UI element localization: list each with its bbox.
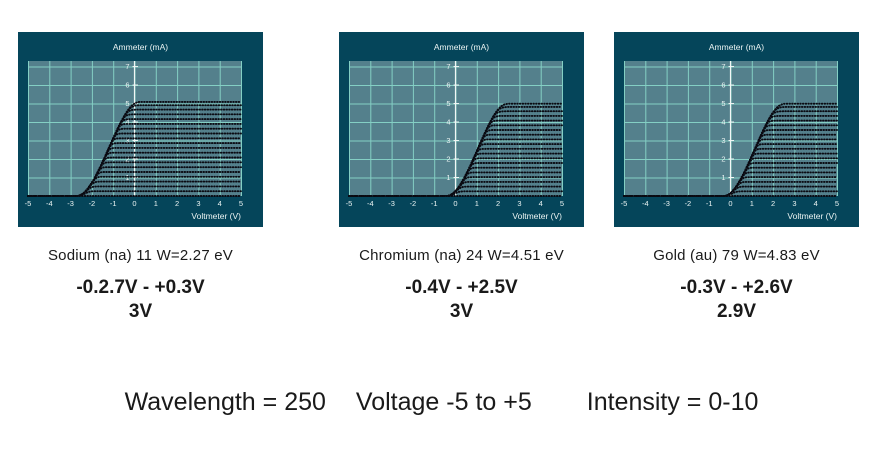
y-tick-label: 2 <box>721 155 725 164</box>
x-tick-label: 3 <box>792 199 796 208</box>
metal-column-gold: 1 2 3 4 5 6 7 -5 -4 -3 -2 -1 0 1 2 3 4 5 Ammeter (mA) Voltm… <box>614 32 859 323</box>
x-tick-label: -1 <box>431 199 438 208</box>
voltage-span-label: 3V <box>128 301 153 322</box>
x-tick-label: 2 <box>496 199 500 208</box>
x-tick-label: 2 <box>771 199 775 208</box>
metal-label: Gold (au) 79 W=4.83 eV <box>653 247 820 264</box>
x-tick-label: 3 <box>196 199 200 208</box>
y-tick-label: 3 <box>721 136 725 145</box>
iv-curve <box>348 102 563 197</box>
x-tick-label: -4 <box>642 199 649 208</box>
x-tick-label: 4 <box>814 199 818 208</box>
x-tick-label: -2 <box>410 199 417 208</box>
y-tick-label: 5 <box>721 99 725 108</box>
y-tick-label: 6 <box>125 81 129 90</box>
x-tick-label: -4 <box>46 199 53 208</box>
x-axis-title-voltmeter: Voltmeter (V) <box>191 211 241 221</box>
y-tick-label: 7 <box>721 62 725 71</box>
x-tick-label: 1 <box>750 199 754 208</box>
chart-title-ammeter: Ammeter (mA) <box>434 42 489 52</box>
x-tick-label: 5 <box>560 199 564 208</box>
iv-curves <box>348 102 563 197</box>
chart-title-ammeter: Ammeter (mA) <box>113 42 168 52</box>
x-tick-label: 3 <box>517 199 521 208</box>
x-tick-label: 1 <box>154 199 158 208</box>
x-tick-label: 1 <box>475 199 479 208</box>
iv-chart-chromium: 1 2 3 4 5 6 7 -5 -4 -3 -2 -1 0 1 2 3 4 5 Ammeter (mA) Voltm… <box>339 32 584 227</box>
metal-column-chromium: 1 2 3 4 5 6 7 -5 -4 -3 -2 -1 0 1 2 3 4 5 Ammeter (mA) Voltm… <box>339 32 584 323</box>
iv-curves <box>27 100 242 197</box>
y-tick-label: 5 <box>125 99 129 108</box>
iv-chart-svg: 1 2 3 4 5 6 7 -5 -4 -3 -2 -1 0 1 2 3 4 5 Ammeter (mA) Voltm… <box>25 42 243 221</box>
x-axis-labels: -5 -4 -3 -2 -1 0 1 2 3 4 5 <box>346 199 564 208</box>
iv-curves <box>623 102 838 197</box>
x-tick-label: 0 <box>728 199 732 208</box>
y-tick-label: 1 <box>721 173 725 182</box>
y-tick-label: 6 <box>721 81 725 90</box>
voltage-range-label: -0.2.7V - +0.3V <box>76 277 205 298</box>
metal-column-sodium: 1 2 3 4 5 6 7 -5 -4 -3 -2 -1 0 1 2 3 4 5 Ammeter (mA) Voltm… <box>18 32 263 323</box>
x-axis-title-voltmeter: Voltmeter (V) <box>512 211 562 221</box>
x-tick-label: -1 <box>706 199 713 208</box>
wavelength-setting: Wavelength = 250 <box>124 388 326 416</box>
voltage-range-label: -0.4V - +2.5V <box>405 277 518 298</box>
x-tick-label: -5 <box>25 199 32 208</box>
y-tick-label: 1 <box>446 173 450 182</box>
x-tick-label: -2 <box>89 199 96 208</box>
x-tick-label: 5 <box>835 199 839 208</box>
iv-chart-sodium: 1 2 3 4 5 6 7 -5 -4 -3 -2 -1 0 1 2 3 4 5 Ammeter (mA) Voltm… <box>18 32 263 227</box>
x-tick-label: -4 <box>367 199 374 208</box>
iv-chart-svg: 1 2 3 4 5 6 7 -5 -4 -3 -2 -1 0 1 2 3 4 5 Ammeter (mA) Voltm… <box>621 42 839 221</box>
y-tick-label: 4 <box>446 118 450 127</box>
x-axis-labels: -5 -4 -3 -2 -1 0 1 2 3 4 5 <box>621 199 839 208</box>
iv-chart-gold: 1 2 3 4 5 6 7 -5 -4 -3 -2 -1 0 1 2 3 4 5 Ammeter (mA) Voltm… <box>614 32 859 227</box>
y-tick-label: 7 <box>446 62 450 71</box>
iv-chart-svg: 1 2 3 4 5 6 7 -5 -4 -3 -2 -1 0 1 2 3 4 5 Ammeter (mA) Voltm… <box>346 42 564 221</box>
voltage-span-label: 2.9V <box>716 301 757 322</box>
y-tick-label: 2 <box>125 155 129 164</box>
y-tick-label: 3 <box>125 136 129 145</box>
y-tick-label: 6 <box>446 81 450 90</box>
voltage-span-label: 3V <box>449 301 474 322</box>
y-tick-label: 4 <box>721 118 725 127</box>
y-tick-label: 1 <box>125 173 129 182</box>
x-tick-label: 0 <box>132 199 136 208</box>
x-tick-label: 0 <box>453 199 457 208</box>
y-tick-label: 4 <box>125 118 129 127</box>
x-tick-label: 5 <box>239 199 243 208</box>
iv-curve <box>27 100 242 197</box>
metal-label: Sodium (na) 11 W=2.27 eV <box>47 247 234 264</box>
y-tick-label: 5 <box>446 99 450 108</box>
x-tick-label: -3 <box>388 199 395 208</box>
x-axis-labels: -5 -4 -3 -2 -1 0 1 2 3 4 5 <box>25 199 243 208</box>
x-tick-label: 4 <box>539 199 543 208</box>
voltage-range-label: -0.3V - +2.6V <box>680 277 793 298</box>
y-tick-label: 7 <box>125 62 129 71</box>
chart-title-ammeter: Ammeter (mA) <box>709 42 764 52</box>
voltage-setting: Voltage -5 to +5 <box>355 388 532 416</box>
y-axis: 1 2 3 4 5 6 7 <box>721 61 734 196</box>
y-tick-label: 2 <box>446 155 450 164</box>
x-tick-label: -3 <box>663 199 670 208</box>
iv-curve <box>623 102 838 197</box>
x-tick-label: -5 <box>621 199 628 208</box>
metal-label: Chromium (na) 24 W=4.51 eV <box>359 247 564 264</box>
x-axis-title-voltmeter: Voltmeter (V) <box>787 211 837 221</box>
intensity-setting: Intensity = 0-10 <box>586 388 759 416</box>
x-tick-label: 2 <box>175 199 179 208</box>
x-tick-label: -5 <box>346 199 353 208</box>
simulation-settings-row: Wavelength = 250 Voltage -5 to +5 Intens… <box>0 388 883 417</box>
y-axis: 1 2 3 4 5 6 7 <box>446 61 459 196</box>
x-tick-label: -3 <box>67 199 74 208</box>
y-tick-label: 3 <box>446 136 450 145</box>
x-tick-label: -1 <box>110 199 117 208</box>
x-tick-label: 4 <box>218 199 222 208</box>
x-tick-label: -2 <box>685 199 692 208</box>
